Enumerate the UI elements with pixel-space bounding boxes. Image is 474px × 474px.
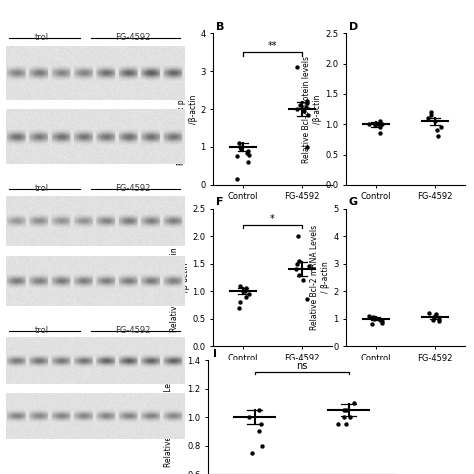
- Text: FG-4592: FG-4592: [115, 33, 150, 42]
- Point: [301, 107, 308, 115]
- Text: trol: trol: [35, 184, 49, 193]
- Point: [234, 153, 241, 160]
- Text: F: F: [216, 197, 224, 207]
- Text: trol: trol: [35, 33, 49, 42]
- Point: [435, 318, 443, 325]
- Point: [237, 298, 244, 306]
- Point: [365, 120, 373, 128]
- Point: [378, 120, 386, 128]
- Point: [370, 313, 377, 321]
- Point: [245, 290, 253, 298]
- Point: [430, 313, 438, 321]
- Point: [294, 232, 302, 240]
- Point: [257, 420, 265, 428]
- Point: [239, 287, 247, 295]
- Point: [350, 399, 358, 407]
- Text: FG-4592: FG-4592: [115, 326, 150, 335]
- Point: [304, 111, 312, 118]
- Text: G: G: [349, 197, 358, 207]
- Point: [303, 295, 311, 303]
- Text: *: *: [270, 214, 275, 224]
- Point: [340, 406, 347, 414]
- Y-axis label: Relative SOD2 protein levels
/β-actin: Relative SOD2 protein levels /β-actin: [170, 223, 190, 332]
- Point: [244, 149, 251, 156]
- Point: [237, 145, 245, 153]
- Point: [302, 103, 310, 111]
- Point: [431, 312, 439, 319]
- Point: [293, 260, 301, 267]
- Point: [244, 147, 252, 155]
- Point: [431, 118, 438, 125]
- Text: ns: ns: [296, 361, 307, 371]
- Point: [437, 123, 445, 131]
- Point: [293, 105, 301, 113]
- Text: B: B: [216, 22, 225, 32]
- Text: trol: trol: [35, 326, 49, 335]
- Point: [376, 123, 384, 131]
- Point: [246, 151, 253, 158]
- Point: [242, 287, 249, 295]
- Point: [244, 158, 252, 166]
- Point: [305, 263, 313, 270]
- Point: [242, 293, 249, 301]
- Point: [433, 127, 441, 134]
- Point: [235, 139, 242, 147]
- Y-axis label: Relative Bcl-2 mRNA Levels
/ β-actin: Relative Bcl-2 mRNA Levels / β-actin: [310, 225, 330, 330]
- Point: [376, 129, 384, 137]
- Point: [376, 118, 383, 125]
- Point: [248, 449, 255, 456]
- Point: [236, 282, 244, 289]
- Point: [346, 413, 354, 421]
- Y-axis label: Relative HIF-1α protein levels
/β-actin: Relative HIF-1α protein levels /β-actin: [177, 53, 198, 165]
- Point: [428, 111, 435, 119]
- Point: [378, 318, 385, 325]
- Y-axis label: Relative Bcl-2 protein levels
/β-actin: Relative Bcl-2 protein levels /β-actin: [302, 55, 322, 163]
- Point: [233, 175, 241, 183]
- Point: [370, 315, 377, 322]
- Point: [340, 413, 347, 421]
- Point: [237, 143, 244, 151]
- Text: **: **: [268, 41, 277, 51]
- Point: [246, 413, 253, 421]
- Point: [255, 428, 263, 435]
- Point: [235, 304, 243, 311]
- Point: [371, 122, 379, 129]
- Point: [303, 143, 310, 151]
- Point: [377, 316, 384, 324]
- Point: [432, 310, 439, 318]
- Point: [428, 108, 435, 116]
- Point: [242, 284, 249, 292]
- Text: D: D: [349, 22, 358, 32]
- Point: [258, 442, 266, 449]
- Point: [303, 100, 311, 107]
- Point: [425, 114, 432, 122]
- Point: [378, 319, 385, 327]
- Point: [303, 98, 310, 105]
- Point: [435, 133, 442, 140]
- Point: [368, 320, 376, 328]
- Y-axis label: Relative NIX mRNA Levels
/ β-actin: Relative NIX mRNA Levels / β-actin: [164, 367, 184, 467]
- Point: [342, 406, 350, 414]
- Point: [293, 64, 301, 71]
- Point: [299, 276, 307, 284]
- Point: [335, 420, 342, 428]
- Point: [295, 271, 303, 278]
- Point: [255, 406, 263, 414]
- Point: [295, 257, 303, 264]
- Point: [435, 315, 443, 322]
- Point: [297, 101, 304, 109]
- Point: [374, 120, 382, 128]
- Point: [425, 309, 433, 317]
- Point: [292, 265, 300, 273]
- Point: [365, 312, 373, 319]
- Point: [342, 420, 350, 428]
- Point: [429, 316, 437, 324]
- Text: FG-4592: FG-4592: [115, 184, 150, 193]
- Text: I: I: [213, 349, 217, 359]
